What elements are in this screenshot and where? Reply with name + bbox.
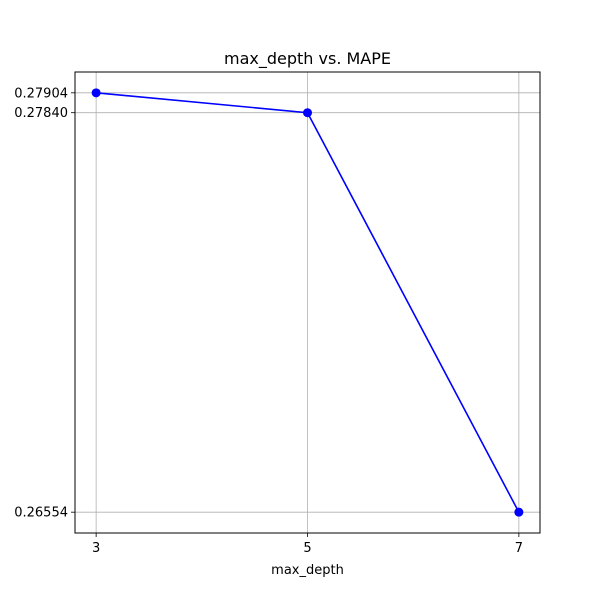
x-tick-label: 7: [515, 541, 523, 556]
chart-title: max_depth vs. MAPE: [224, 49, 391, 69]
x-tick-label: 3: [92, 541, 100, 556]
y-tick-label: 0.27904: [14, 86, 68, 101]
x-tick-label: 5: [303, 541, 311, 556]
data-point: [91, 88, 101, 98]
axis-ticks: 3 5 7 0.26554 0.27840 0.27904: [14, 86, 523, 556]
y-tick-label: 0.27840: [14, 106, 68, 121]
data-point: [514, 507, 524, 517]
series-layer: [91, 88, 524, 517]
x-axis-label: max_depth: [271, 563, 344, 578]
y-tick-label: 0.26554: [14, 506, 68, 521]
data-point: [303, 108, 312, 118]
